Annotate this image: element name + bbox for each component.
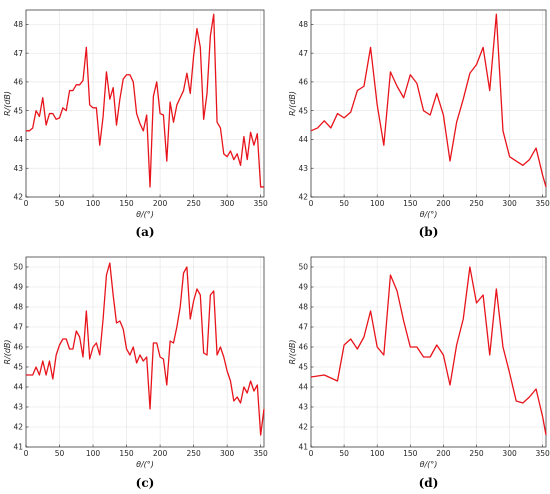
panel-c-ytick-label: 42 <box>13 423 23 432</box>
panel-d-xtick-label: 350 <box>536 449 550 458</box>
panel-a-ytick-label: 45 <box>13 106 23 115</box>
panel-d-xtick-label: 200 <box>436 449 451 458</box>
panel-c-ytick-label: 45 <box>13 363 23 372</box>
panel-a-ytick-label: 42 <box>13 193 23 202</box>
panel-b-ytick-label: 47 <box>298 49 308 58</box>
panel-c-xtick-label: 350 <box>253 449 268 458</box>
panel-a-axes-box <box>25 9 265 198</box>
panel-b-ytick-label: 44 <box>298 135 308 144</box>
panel-a-xtick-label: 200 <box>153 199 168 208</box>
panel-b-xtick-label: 50 <box>339 199 349 208</box>
panel-d-axes-box <box>310 256 547 448</box>
panel-a: 0 50 100 150 200 250 300 350 42 43 44 45 46 47 48 θ/(°)… <box>3 9 268 239</box>
panel-d-ytick-label: 45 <box>298 363 308 372</box>
panel-a-xtick-label: 250 <box>186 199 201 208</box>
panel-b-xtick-label: 300 <box>502 199 517 208</box>
panel-a-xtick-label: 350 <box>253 199 268 208</box>
panel-c-xlabel: θ/(°) <box>136 460 154 469</box>
panel-d-xtick-label: 250 <box>469 449 484 458</box>
panel-a-xtick-label: 300 <box>220 199 235 208</box>
panel-d-xtick-label: 150 <box>403 449 418 458</box>
panel-d-ytick-label: 47 <box>298 323 308 332</box>
panel-a-xtick-label: 0 <box>24 199 29 208</box>
panel-d-ytick-label: 50 <box>298 263 308 272</box>
panel-d-ytick-label: 43 <box>298 403 308 412</box>
panel-c-xtick-label: 0 <box>24 449 29 458</box>
panel-c-ytick-label: 41 <box>13 443 23 452</box>
panel-b-xtick-label: 350 <box>536 199 550 208</box>
panel-d-ylabel: R/(dB) <box>288 339 297 364</box>
panel-d-ytick-label: 49 <box>298 283 308 292</box>
panel-c-axes-box <box>25 256 265 448</box>
panel-a-xtick-label: 50 <box>55 199 65 208</box>
panel-c-ylabel: R/(dB) <box>3 339 12 364</box>
panel-a-xtick-label: 100 <box>86 199 101 208</box>
panel-b-xtick-label: 0 <box>309 199 314 208</box>
panel-c-ytick-label: 46 <box>13 343 23 352</box>
panel-c-ytick-label: 47 <box>13 323 23 332</box>
panel-c-xtick-label: 300 <box>220 449 235 458</box>
panel-d-ytick-label: 41 <box>298 443 308 452</box>
panel-b-axes-box <box>310 9 547 198</box>
panel-d-ytick-label: 44 <box>298 383 308 392</box>
panel-d: 0 50 100 150 200 250 300 350 41 42 43 44 45 46 47 48 49 5… <box>288 256 550 490</box>
panel-a-xlabel: θ/(°) <box>136 210 154 219</box>
panel-c-xtick-label: 150 <box>119 449 134 458</box>
panel-b-ytick-label: 46 <box>298 78 308 87</box>
panel-c-ytick-label: 43 <box>13 403 23 412</box>
panel-a-ytick-label: 43 <box>13 164 23 173</box>
panel-c: 0 50 100 150 200 250 300 350 41 42 43 44 45 46 47 48 49 5… <box>3 256 268 490</box>
panel-a-series-line <box>26 13 264 188</box>
panel-d-ytick-label: 42 <box>298 423 308 432</box>
panel-b-xtick-label: 100 <box>370 199 385 208</box>
panel-b-ylabel: R/(dB) <box>288 91 297 116</box>
panel-d-xtick-label: 50 <box>339 449 349 458</box>
panel-c-series-line <box>26 262 265 436</box>
panel-b-ytick-label: 43 <box>298 164 308 173</box>
panel-a-ylabel: R/(dB) <box>3 91 12 116</box>
panel-a-ytick-label: 47 <box>13 49 23 58</box>
panel-b-xtick-label: 150 <box>403 199 418 208</box>
panel-b-series-line <box>310 13 547 188</box>
panel-c-xtick-label: 200 <box>153 449 168 458</box>
panel-c-xtick-label: 50 <box>55 449 65 458</box>
panel-a-label: (a) <box>135 225 154 239</box>
panel-d-xtick-label: 0 <box>309 449 314 458</box>
panel-b-label: (b) <box>419 225 439 239</box>
panel-c-ytick-label: 50 <box>13 263 23 272</box>
panel-a-ytick-label: 46 <box>13 78 23 87</box>
panel-d-xtick-label: 300 <box>502 449 517 458</box>
panel-a-ytick-label: 44 <box>13 135 23 144</box>
panel-b-ytick-label: 48 <box>298 20 308 29</box>
panel-a-xtick-label: 150 <box>119 199 134 208</box>
panel-d-xtick-label: 100 <box>370 449 385 458</box>
panel-b-ytick-label: 42 <box>298 193 308 202</box>
panel-d-ytick-label: 48 <box>298 303 308 312</box>
panel-c-xtick-label: 250 <box>186 449 201 458</box>
panel-a-ytick-label: 48 <box>13 20 23 29</box>
panel-c-ytick-label: 49 <box>13 283 23 292</box>
panel-c-ytick-label: 48 <box>13 303 23 312</box>
panel-c-xtick-label: 100 <box>86 449 101 458</box>
panel-b-ytick-label: 45 <box>298 106 308 115</box>
panel-d-xlabel: θ/(°) <box>420 460 438 469</box>
panel-d-ytick-label: 46 <box>298 343 308 352</box>
panel-c-ytick-label: 44 <box>13 383 23 392</box>
panel-d-label: (d) <box>419 476 439 490</box>
panel-b: 0 50 100 150 200 250 300 350 42 43 44 45 46 47 48 θ/(°)… <box>288 9 550 239</box>
panel-b-xlabel: θ/(°) <box>420 210 438 219</box>
panel-b-xtick-label: 200 <box>436 199 451 208</box>
panel-d-series-line <box>310 266 547 436</box>
panel-c-label: (c) <box>136 476 155 490</box>
panel-b-xtick-label: 250 <box>469 199 484 208</box>
